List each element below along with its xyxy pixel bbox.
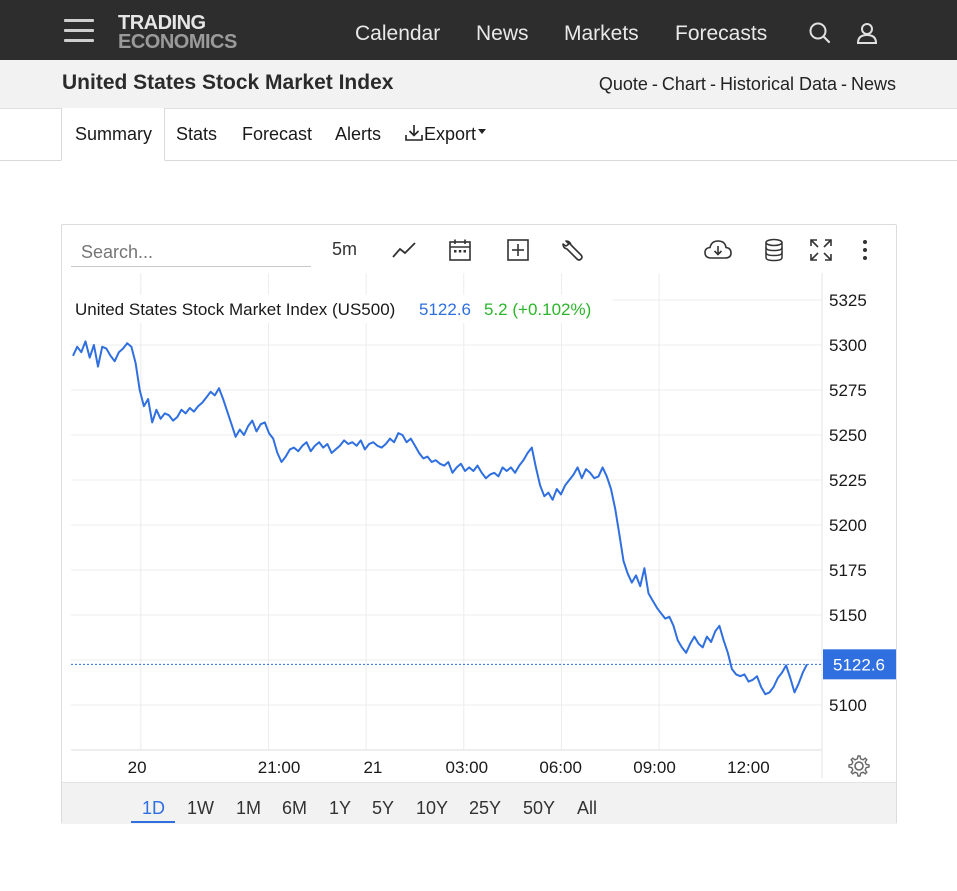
legend-change: 5.2 (+0.102%) [484,300,591,319]
legend-series-name: United States Stock Market Index (US500) [75,300,395,319]
cloud-download-icon[interactable] [703,235,733,265]
range-1d[interactable]: 1D [142,798,166,818]
x-tick-label: 09:00 [633,758,676,777]
add-indicator-icon[interactable] [503,235,533,265]
series-line-us500 [72,340,808,696]
active-range-indicator [131,821,175,823]
x-tick-label: 21:00 [258,758,301,777]
range-6m[interactable]: 6M [282,798,308,818]
link-separator: - [840,74,847,94]
nav-forecasts[interactable]: Forecasts [675,22,768,45]
tab-alerts[interactable]: Alerts [335,124,382,144]
top-navigation-bar: TRADING ECONOMICS Calendar News Markets … [0,0,957,60]
interval-selector[interactable]: 5m [332,239,358,259]
y-tick-label: 5250 [829,426,867,445]
tab-stats[interactable]: Stats [176,124,218,144]
link-separator: - [651,74,658,94]
tab-summary[interactable]: Summary [75,124,153,144]
nav-news[interactable]: News [476,22,529,45]
range-1m[interactable]: 1M [236,798,262,818]
range-5y[interactable]: 5Y [372,798,395,818]
hamburger-menu-icon[interactable] [64,19,94,43]
content-tabs: Summary Stats Forecast Alerts Export [0,108,957,161]
more-options-icon[interactable] [850,235,880,265]
range-50y[interactable]: 50Y [523,798,556,818]
price-chart[interactable]: United States Stock Market Index (US500)… [62,273,896,781]
x-tick-label: 03:00 [446,758,489,777]
tab-export-label: Export [424,124,477,144]
range-1y[interactable]: 1Y [329,798,352,818]
caret-down-icon [478,129,487,134]
link-historical-data[interactable]: Historical Data [719,74,837,94]
calendar-icon[interactable] [445,235,475,265]
chart-type-line-icon[interactable] [389,235,419,265]
download-icon [405,125,423,141]
database-icon[interactable] [759,235,789,265]
x-tick-label: 06:00 [539,758,582,777]
link-quote[interactable]: Quote [598,74,648,94]
range-25y[interactable]: 25Y [469,798,502,818]
y-axis-ticks: 5100 5150 5175 5200 5225 5250 5275 5300 5325 [829,291,867,715]
y-tick-label: 5225 [829,471,867,490]
range-1w[interactable]: 1W [187,798,214,818]
legend-last-value: 5122.6 [419,300,471,319]
x-tick-label: 12:00 [727,758,770,777]
current-price-badge [823,649,896,680]
y-tick-label: 5200 [829,516,867,535]
y-tick-label: 5150 [829,606,867,625]
chart-widget: 5m United States Stock Market Index (US5… [61,224,897,824]
range-all[interactable]: All [577,798,598,818]
range-10y[interactable]: 10Y [416,798,449,818]
legend-background [72,295,612,323]
link-separator: - [709,74,716,94]
wrench-icon[interactable] [559,235,589,265]
nav-markets[interactable]: Markets [564,22,639,45]
search-icon[interactable] [807,20,833,46]
chart-settings-gear-icon[interactable] [848,755,870,777]
chart-grid [71,273,822,750]
y-tick-label: 5275 [829,381,867,400]
y-tick-label: 5100 [829,696,867,715]
symbol-search-input[interactable] [71,239,311,267]
x-tick-label: 20 [128,758,147,777]
y-tick-label: 5175 [829,561,867,580]
page-title: United States Stock Market Index [62,71,394,94]
time-range-bar: 1D 1W 1M 6M 1Y 5Y 10Y 25Y 50Y All [62,782,896,824]
fullscreen-icon[interactable] [806,235,836,265]
logo-line-2: ECONOMICS [118,31,237,53]
tab-export[interactable]: Export [404,124,488,145]
tab-summary-container [61,108,165,161]
page-header-bar: United States Stock Market Index Quote - C… [0,60,957,109]
link-news[interactable]: News [850,74,896,94]
tab-forecast[interactable]: Forecast [242,124,313,144]
x-axis-ticks: 20 21:00 21 03:00 06:00 09:00 12:00 [128,758,770,777]
y-tick-label: 5300 [829,336,867,355]
y-tick-label: 5325 [829,291,867,310]
trading-economics-logo[interactable]: TRADING ECONOMICS [118,12,237,53]
current-price-label: 5122.6 [833,655,885,674]
x-tick-label: 21 [363,758,382,777]
quick-links: Quote - Chart - Historical Data - News [599,74,896,95]
nav-calendar[interactable]: Calendar [355,22,441,45]
user-icon[interactable] [854,20,880,46]
link-chart[interactable]: Chart [661,74,706,94]
logo-line-1: TRADING [118,12,206,34]
